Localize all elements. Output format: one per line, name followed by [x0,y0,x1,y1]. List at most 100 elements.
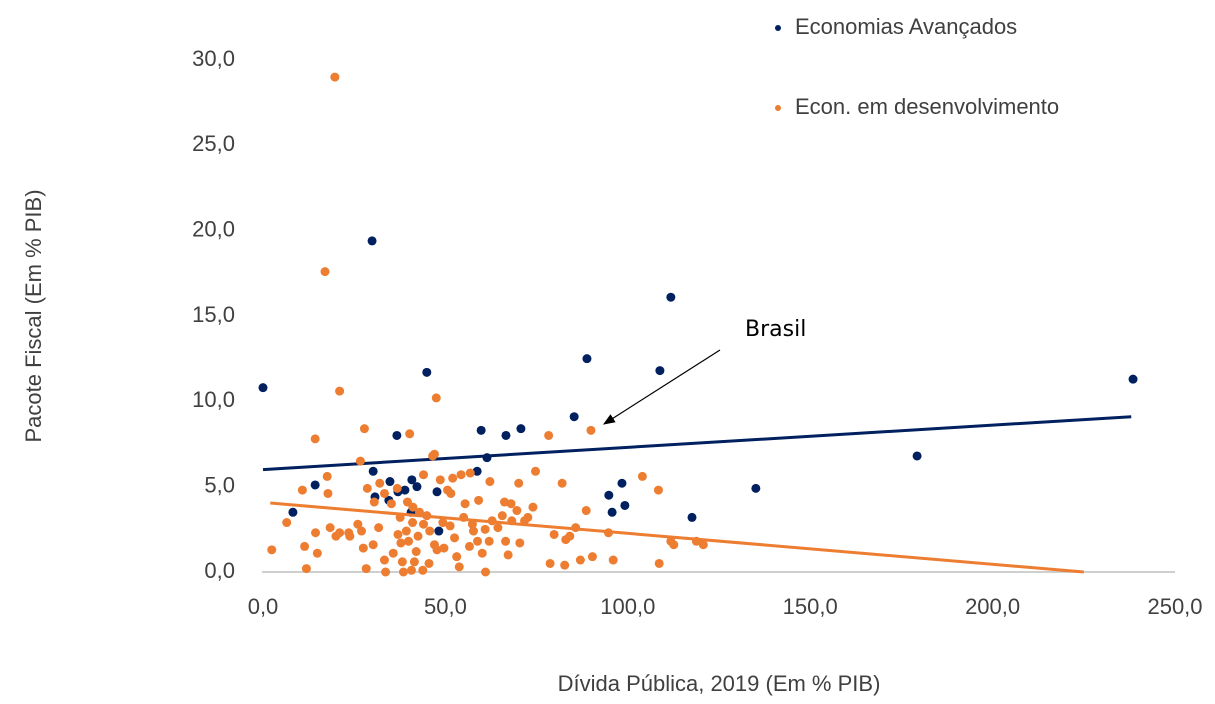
point [379,555,389,565]
point [666,292,676,302]
point [582,354,592,364]
point [407,475,417,485]
point [474,495,484,505]
point [413,531,423,541]
point [544,430,554,440]
point [412,482,422,492]
point [523,512,533,522]
point [482,453,492,463]
point [300,541,310,551]
point [501,430,511,440]
point [422,511,432,521]
annotation: Brasil [745,317,806,342]
point [367,236,377,246]
point [607,507,617,517]
point [487,516,497,526]
point [512,506,522,516]
point [691,536,701,546]
point [687,512,697,522]
point [464,541,474,551]
point [422,367,432,377]
point [603,528,613,538]
point [325,523,335,533]
x-tick-label: 250,0 [1147,594,1202,619]
point [499,497,509,507]
point [406,565,416,575]
point [468,526,478,536]
point [297,485,307,495]
point [549,529,559,539]
y-tick-label: 5,0 [204,472,235,497]
point [445,521,455,531]
x-tick-label: 50,0 [424,594,467,619]
y-tick-label: 25,0 [192,131,235,156]
point [335,386,345,396]
point [386,499,396,509]
point [258,383,268,393]
point [414,507,424,517]
point [456,470,466,480]
point [450,533,460,543]
y-axis-title: Pacote Fiscal (Em % PIB) [21,189,46,442]
point [507,516,517,526]
point [400,485,410,495]
point [557,478,567,488]
point [1128,374,1138,384]
point [438,518,448,528]
point [480,524,490,534]
point [396,538,406,548]
y-tick-label: 30,0 [192,46,235,71]
point [388,548,398,558]
point [467,519,477,529]
point [545,558,555,568]
point [418,565,428,575]
point [385,477,395,487]
point [355,456,365,466]
legend-marker [775,25,781,31]
point [375,478,385,488]
point [637,471,647,481]
annotation-arrow [602,349,721,425]
point [460,499,470,509]
legend-label: Economias Avançados [795,14,1017,39]
point [408,502,418,512]
point [751,483,761,493]
point [476,425,486,435]
point [485,477,495,487]
point [393,529,403,539]
point [401,526,411,536]
y-tick-label: 15,0 [192,302,235,327]
point [912,451,922,461]
x-tick-label: 100,0 [600,594,655,619]
point [473,536,483,546]
point [395,512,405,522]
point [587,552,597,562]
point [515,538,525,548]
x-tick-label: 200,0 [965,594,1020,619]
point [335,528,345,538]
point [379,488,389,498]
point [419,470,429,480]
point [359,424,369,434]
point [435,475,445,485]
point [322,471,332,481]
point [398,567,408,577]
point [368,466,378,476]
point [408,518,418,528]
legend-label: Econ. em desenvolvimento [795,94,1059,119]
point [575,555,585,565]
point [454,562,464,572]
point [392,483,402,493]
point [288,507,298,517]
point [477,548,487,558]
point [484,536,494,546]
x-tick-label: 0,0 [248,594,279,619]
point [655,366,665,376]
point [409,557,419,567]
point [620,500,630,510]
point [432,487,442,497]
point [434,526,444,536]
point [604,490,614,500]
point [405,429,415,439]
